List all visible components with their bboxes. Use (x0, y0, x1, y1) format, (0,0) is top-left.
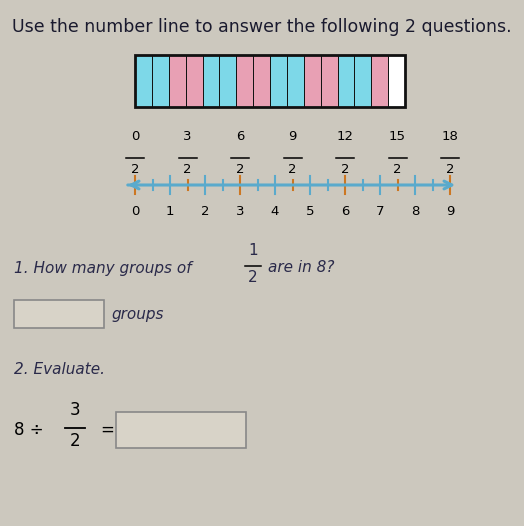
Bar (253, 55, 270, 107)
Text: 0: 0 (131, 205, 139, 218)
Text: 3: 3 (236, 205, 244, 218)
Bar (116, 412, 246, 448)
Text: 6: 6 (236, 130, 244, 143)
Text: 3: 3 (183, 130, 192, 143)
Text: 2: 2 (131, 163, 139, 176)
Text: 0: 0 (131, 130, 139, 143)
Bar (14, 300, 104, 328)
Text: 2: 2 (446, 163, 454, 176)
Bar (304, 55, 321, 107)
Bar (185, 55, 202, 107)
Text: 15: 15 (389, 130, 406, 143)
Text: 5: 5 (305, 205, 314, 218)
Bar (321, 55, 337, 107)
Text: =: = (100, 421, 114, 439)
Bar (202, 55, 220, 107)
Bar (354, 55, 371, 107)
Text: 6: 6 (341, 205, 349, 218)
Text: 2: 2 (393, 163, 402, 176)
Bar (152, 55, 169, 107)
Bar (371, 55, 388, 107)
Bar (220, 55, 236, 107)
Text: groups: groups (112, 307, 165, 321)
Text: 1: 1 (166, 205, 174, 218)
Text: 2: 2 (288, 163, 297, 176)
Text: 7: 7 (376, 205, 384, 218)
Text: 4: 4 (271, 205, 279, 218)
Text: 1. How many groups of: 1. How many groups of (14, 260, 192, 276)
Bar (236, 55, 253, 107)
Text: 8 ÷: 8 ÷ (14, 421, 43, 439)
Text: 8: 8 (411, 205, 419, 218)
Bar (135, 55, 152, 107)
Text: 12: 12 (336, 130, 354, 143)
Bar (169, 55, 185, 107)
Text: 2: 2 (236, 163, 244, 176)
Text: Use the number line to answer the following 2 questions.: Use the number line to answer the follow… (12, 18, 512, 36)
Text: 9: 9 (446, 205, 454, 218)
Text: 3: 3 (70, 401, 80, 419)
Text: 1: 1 (248, 243, 258, 258)
Text: 2. Evaluate.: 2. Evaluate. (14, 362, 105, 378)
Bar (388, 55, 405, 107)
Text: 18: 18 (442, 130, 458, 143)
Bar (337, 55, 354, 107)
Bar (135, 55, 405, 107)
Bar (270, 55, 287, 107)
Text: 2: 2 (70, 432, 80, 450)
Text: 2: 2 (248, 270, 258, 285)
Text: 2: 2 (341, 163, 350, 176)
Text: 9: 9 (288, 130, 297, 143)
Text: 2: 2 (201, 205, 209, 218)
Text: 2: 2 (183, 163, 192, 176)
Bar (287, 55, 304, 107)
Text: are in 8?: are in 8? (268, 260, 334, 276)
